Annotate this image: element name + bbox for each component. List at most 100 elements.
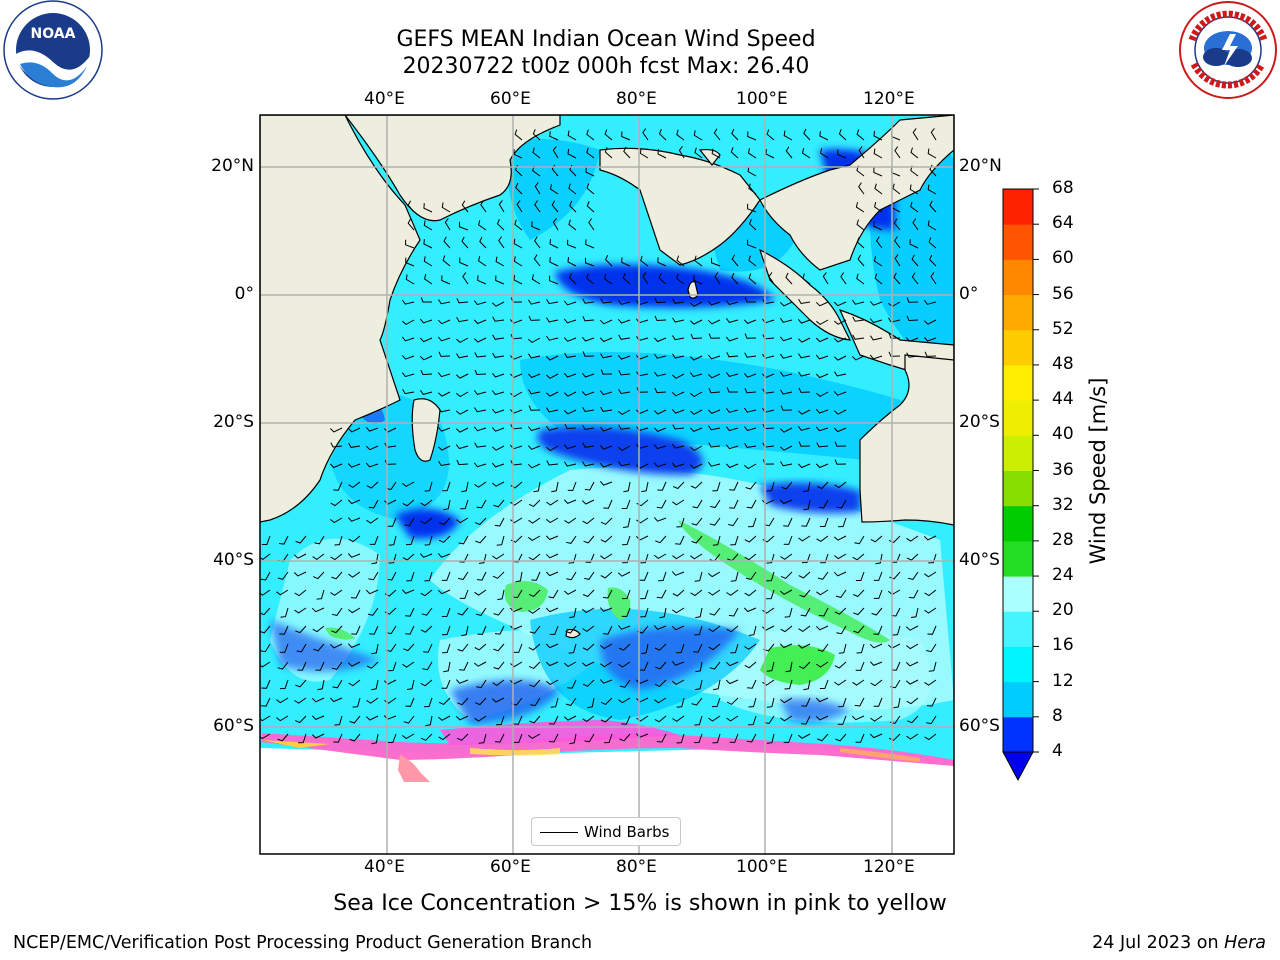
wind-barb <box>569 733 577 745</box>
wind-barb <box>295 535 307 544</box>
wind-barb <box>564 461 577 467</box>
machine-name: Hera <box>1224 933 1266 953</box>
wind-barb <box>293 571 307 577</box>
wind-barb <box>691 535 703 544</box>
wind-barb <box>474 643 487 651</box>
lat-label-right-20n: 20°N <box>959 156 1002 176</box>
sea-ice-note: Sea Ice Concentration > 15% is shown in … <box>333 891 947 916</box>
graticule <box>260 115 954 854</box>
wind-barb <box>654 643 667 651</box>
wind-barb <box>347 607 361 614</box>
wind-barb <box>676 255 685 267</box>
wind-barb <box>798 353 811 359</box>
wind-barb <box>708 715 721 722</box>
wind-barb <box>694 715 703 726</box>
wind-barb <box>456 517 469 524</box>
wind-barb <box>815 301 829 307</box>
wind-barb <box>317 679 325 691</box>
wind-barb <box>513 149 523 159</box>
wind-barb <box>712 733 721 744</box>
wind-barb <box>423 239 433 249</box>
wind-barb <box>438 299 451 305</box>
wind-barb <box>639 661 649 671</box>
wind-barb <box>403 715 415 724</box>
wind-barb <box>528 426 541 432</box>
wind-barb <box>869 733 883 739</box>
wind-barb <box>857 254 865 267</box>
wind-barb <box>656 589 667 599</box>
wind-barb <box>691 697 703 706</box>
wind-barb <box>798 661 811 669</box>
wind-barb <box>672 715 685 722</box>
wind-barb <box>600 353 613 359</box>
wind-barb <box>567 148 577 159</box>
wind-barb <box>708 625 721 633</box>
wind-barb <box>279 625 289 635</box>
wind-barb <box>692 499 703 509</box>
wind-barb <box>912 218 919 231</box>
wind-barb <box>923 319 937 325</box>
wind-barb <box>657 148 667 159</box>
wind-barb <box>568 272 577 285</box>
wind-barb <box>676 129 685 141</box>
wind-barb <box>833 535 847 541</box>
wind-barb <box>260 553 271 561</box>
wind-barb <box>495 256 505 267</box>
wind-barb <box>423 256 433 267</box>
wind-barb <box>641 481 649 493</box>
wind-barb <box>332 679 343 689</box>
wind-barb <box>512 589 523 599</box>
wind-barb <box>873 697 883 707</box>
wind-barb <box>873 148 883 159</box>
noaa-logo: NOAA <box>3 0 103 100</box>
wind-barb <box>858 182 865 195</box>
wind-barb <box>653 444 667 450</box>
wind-barb <box>780 697 793 704</box>
wind-barb <box>473 462 487 468</box>
wind-barb <box>618 424 631 430</box>
wind-barb-legend-line <box>540 832 578 833</box>
wind-barb <box>693 733 703 744</box>
wind-barb <box>744 333 757 339</box>
wind-barb <box>455 679 469 684</box>
wind-barb <box>567 130 577 141</box>
wind-barb <box>873 256 883 267</box>
wind-barb <box>545 445 559 452</box>
wind-barb <box>803 128 811 141</box>
wind-barb <box>912 128 919 141</box>
wind-barb <box>765 149 775 159</box>
wind-barb <box>779 589 793 595</box>
wind-barb <box>834 661 847 669</box>
wind-barb <box>563 318 577 324</box>
wind-barb <box>622 273 631 285</box>
wind-barb <box>279 643 289 653</box>
wind-barb <box>834 553 847 560</box>
wind-barb <box>420 625 433 633</box>
wind-barb <box>348 442 361 448</box>
lon-label-bottom-60e: 60°E <box>490 857 531 877</box>
wind-barb <box>491 408 505 414</box>
colorbar-tick-label: 12 <box>1052 670 1074 691</box>
wind-barb <box>528 607 541 614</box>
wind-barb <box>348 679 361 687</box>
wind-barb <box>546 499 559 506</box>
wind-barb <box>527 373 541 379</box>
wind-barb <box>815 463 829 469</box>
wind-barb <box>803 499 811 511</box>
wind-barb <box>347 553 361 558</box>
lon-label-bottom-80e: 80°E <box>616 857 657 877</box>
wind-barb <box>349 733 361 742</box>
wind-barb <box>366 517 379 524</box>
colorbar-tick-label: 60 <box>1052 248 1074 269</box>
wind-barb <box>600 715 613 723</box>
wind-barb <box>531 571 541 581</box>
wind-barb <box>567 679 577 689</box>
wind-barb <box>349 715 361 724</box>
wind-barb <box>906 297 919 303</box>
wind-barb <box>906 697 919 705</box>
wind-barb <box>513 715 523 725</box>
wind-barb <box>457 607 469 616</box>
wind-barb <box>869 354 883 360</box>
wind-barb <box>731 128 739 141</box>
wind-barb <box>656 733 667 743</box>
